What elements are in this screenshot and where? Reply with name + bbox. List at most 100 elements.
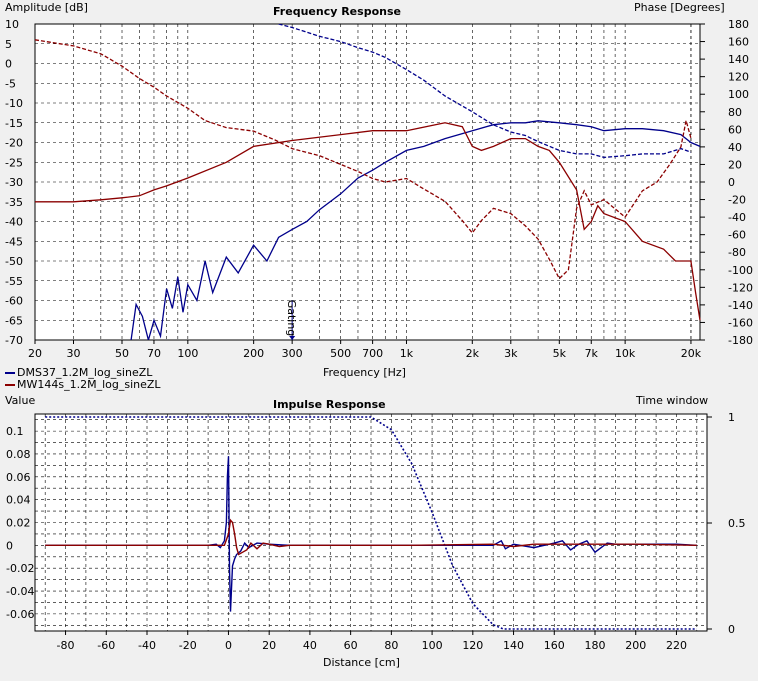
ir-y-tick-label: 0.1 (6, 425, 24, 438)
fr-right-tick-label: -180 (728, 334, 753, 347)
ir-right-axis-label: Time window (636, 394, 709, 407)
fr-right-tick-label: -60 (728, 229, 746, 242)
fr-right-tick-label: 140 (728, 53, 749, 66)
fr-y-tick-label: 5 (5, 38, 12, 51)
fr-y-tick-label: -65 (5, 314, 23, 327)
ir-x-tick-label: -80 (57, 639, 75, 652)
fr-left-axis-label: Amplitude [dB] (5, 1, 88, 14)
fr-y-tick-label: -5 (5, 77, 16, 90)
ir-y-tick-label: 0.04 (6, 494, 31, 507)
fr-y-tick-label: -50 (5, 255, 23, 268)
fr-right-tick-label: 160 (728, 36, 749, 49)
fr-x-tick-label: 2k (466, 347, 480, 360)
fr-x-tick-label: 30 (67, 347, 81, 360)
fr-right-tick-label: 80 (728, 106, 742, 119)
ir-series-line-0 (45, 416, 697, 630)
ir-series-line-2 (45, 518, 697, 556)
ir-x-tick-label: 0 (225, 639, 232, 652)
ir-y-tick-label: 0.06 (6, 471, 31, 484)
fr-y-tick-label: -20 (5, 137, 23, 150)
fr-right-tick-label: 0 (728, 176, 735, 189)
fr-right-tick-label: 100 (728, 88, 749, 101)
ir-y-tick-label: 0.02 (6, 517, 31, 530)
fr-series-line-0 (130, 120, 701, 340)
fr-x-tick-label: 20k (681, 347, 702, 360)
ir-x-tick-label: -40 (138, 639, 156, 652)
fr-y-tick-label: 10 (5, 18, 19, 31)
fr-right-tick-label: -160 (728, 316, 753, 329)
ir-y-tick-label: -0.04 (6, 585, 34, 598)
fr-x-axis-label: Frequency [Hz] (323, 366, 406, 379)
fr-series-line-3 (35, 39, 692, 280)
fr-right-tick-label: 60 (728, 123, 742, 136)
ir-x-tick-label: 180 (585, 639, 606, 652)
ir-x-tick-label: 60 (344, 639, 358, 652)
ir-x-tick-label: 40 (303, 639, 317, 652)
ir-x-tick-label: 120 (462, 639, 483, 652)
fr-right-tick-label: -100 (728, 264, 753, 277)
ir-y-tick-label: 0 (6, 539, 13, 552)
fr-series-line-2 (35, 122, 701, 321)
ir-x-axis-label: Distance [cm] (323, 656, 400, 669)
ir-x-tick-label: 140 (503, 639, 524, 652)
ir-x-tick-label: 200 (625, 639, 646, 652)
impulse-response-chart: 0.1 0.08 0.06 0.04 0.02 0 -0.02 -0.04 -0.06 1 0.5 0… (6, 411, 746, 652)
ir-y-tick-label: -0.02 (6, 562, 34, 575)
ir-x-tick-label: 20 (262, 639, 276, 652)
fr-y-tick-label: -55 (5, 275, 23, 288)
fr-right-tick-label: -40 (728, 211, 746, 224)
fr-x-tick-label: 1k (400, 347, 414, 360)
ir-x-tick-label: 100 (422, 639, 443, 652)
fr-x-tick-label: 7k (585, 347, 599, 360)
fr-title: Frequency Response (273, 5, 401, 18)
fr-right-tick-label: 120 (728, 71, 749, 84)
ir-title: Impulse Response (273, 398, 386, 411)
fr-x-tick-label: 100 (177, 347, 198, 360)
fr-y-tick-label: -15 (5, 117, 23, 130)
fr-right-tick-label: -120 (728, 281, 753, 294)
legend-item-mw144s: MW144s_1.2M_log_sineZL (5, 378, 161, 391)
fr-x-tick-label: 5k (553, 347, 567, 360)
ir-x-tick-label: -20 (179, 639, 197, 652)
fr-series-line-1 (278, 24, 692, 159)
fr-y-tick-label: -30 (5, 176, 23, 189)
fr-right-tick-label: 40 (728, 141, 742, 154)
ir-right-tick-label: 1 (728, 411, 735, 424)
fr-right-tick-label: 20 (728, 158, 742, 171)
fr-y-tick-label: 0 (5, 58, 12, 71)
fr-x-tick-label: 3k (504, 347, 518, 360)
fr-y-tick-label: -45 (5, 235, 23, 248)
fr-x-tick-label: 300 (282, 347, 303, 360)
fr-y-tick-label: -70 (5, 334, 23, 347)
fr-y-tick-label: -60 (5, 295, 23, 308)
ir-x-tick-label: 220 (666, 639, 687, 652)
ir-y-tick-label: -0.06 (6, 608, 34, 621)
fr-x-tick-label: 500 (330, 347, 351, 360)
fr-x-tick-label: 200 (243, 347, 264, 360)
fr-right-tick-label: -80 (728, 246, 746, 259)
fr-right-tick-label: -20 (728, 194, 746, 207)
gating-marker-arrow (289, 336, 296, 340)
ir-x-tick-label: 80 (384, 639, 398, 652)
legend-swatch (5, 383, 15, 386)
frequency-response-chart: 1050-5-10-15-20-25-30-35-40-45-50-55-60-… (5, 18, 753, 360)
legend-item-dms37: DMS37_1.2M_log_sineZL (5, 366, 152, 379)
fr-x-tick-label: 10k (615, 347, 636, 360)
ir-x-tick-label: -60 (97, 639, 115, 652)
legend-label: MW144s_1.2M_log_sineZL (17, 378, 161, 391)
legend-swatch (5, 371, 15, 374)
fr-y-tick-label: -40 (5, 216, 23, 229)
legend-label: DMS37_1.2M_log_sineZL (17, 366, 153, 379)
fr-right-tick-label: -140 (728, 299, 753, 312)
fr-x-tick-label: 70 (147, 347, 161, 360)
ir-right-tick-label: 0.5 (728, 517, 746, 530)
fr-y-tick-label: -25 (5, 156, 23, 169)
ir-x-tick-label: 160 (544, 639, 565, 652)
ir-right-tick-label: 0 (728, 623, 735, 636)
fr-x-tick-label: 50 (115, 347, 129, 360)
fr-right-tick-label: 180 (728, 18, 749, 31)
ir-y-tick-label: 0.08 (6, 448, 31, 461)
ir-left-axis-label: Value (5, 394, 36, 407)
